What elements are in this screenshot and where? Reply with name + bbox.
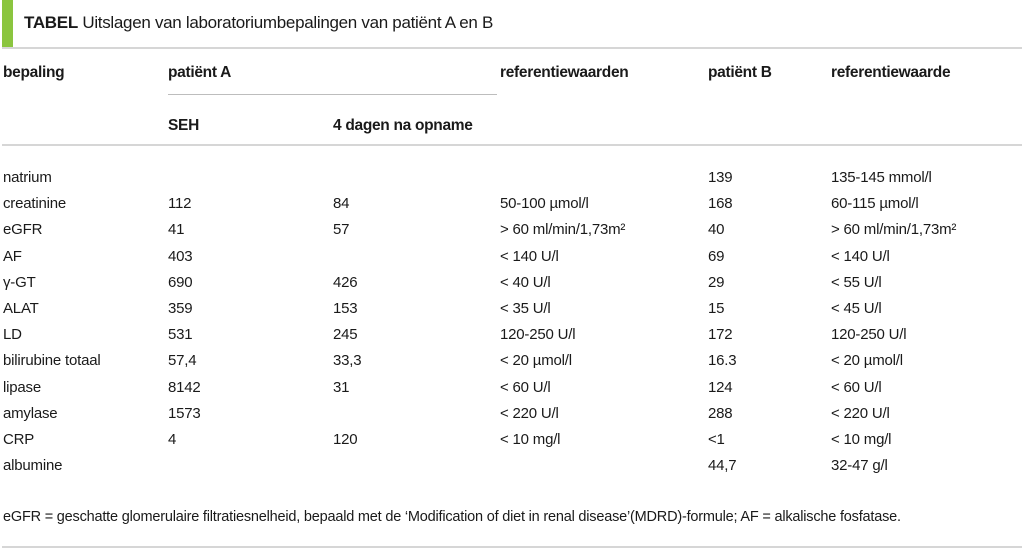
cell-dagen: 57: [333, 221, 350, 239]
cell-dagen: [333, 165, 500, 191]
cell-seh: 8142: [168, 378, 201, 396]
cell-patient-b: <1: [708, 430, 725, 448]
cell-dagen: 153: [333, 299, 358, 317]
cell-dagen: 245: [333, 326, 358, 344]
cell-bepaling: ALAT: [3, 299, 39, 317]
cell-patient-b: 16.3: [708, 352, 737, 370]
cell-ref-a: > 60 ml/min/1,73m²: [500, 221, 626, 239]
cell-ref-a: < 35 U/l: [500, 299, 551, 317]
cell-dagen: 84: [333, 195, 350, 213]
cell-dagen: 120: [333, 430, 358, 448]
divider-header: [2, 144, 1022, 146]
cell-patient-b: 124: [708, 378, 733, 396]
cell-patient-b: 40: [708, 221, 725, 239]
cell-seh: [168, 453, 333, 479]
cell-ref-b: 120-250 U/l: [831, 326, 907, 344]
cell-ref-b: > 60 ml/min/1,73m²: [831, 221, 957, 239]
cell-seh: 4: [168, 430, 177, 448]
cell-seh: 359: [168, 299, 193, 317]
cell-patient-b: 288: [708, 404, 733, 422]
cell-ref-a: < 20 µmol/l: [500, 352, 572, 370]
cell-patient-b: 168: [708, 195, 733, 213]
table-body: natrium 139 135-145 mmol/l creatinine 11…: [3, 165, 1022, 479]
cell-ref-b: < 60 U/l: [831, 378, 882, 396]
cell-dagen: [333, 401, 500, 427]
table-title-tag: TABEL: [24, 13, 78, 32]
cell-ref-a: < 40 U/l: [500, 273, 551, 291]
cell-bepaling: eGFR: [3, 221, 43, 239]
cell-ref-b: 60-115 µmol/l: [831, 195, 919, 213]
cell-ref-a: < 10 mg/l: [500, 430, 561, 448]
cell-ref-a: 50-100 µmol/l: [500, 195, 589, 213]
table-footnote: eGFR = geschatte glomerulaire filtraties…: [3, 509, 901, 525]
cell-ref-a: < 60 U/l: [500, 378, 551, 396]
table-title-text: Uitslagen van laboratoriumbepalingen van…: [82, 13, 494, 32]
column-header-patient-a: patiënt A: [168, 64, 232, 81]
cell-bepaling: lipase: [3, 378, 41, 396]
column-header-patient-b: patiënt B: [708, 64, 772, 81]
cell-ref-a: < 220 U/l: [500, 404, 559, 422]
cell-bepaling: albumine: [3, 457, 63, 475]
cell-ref-b: 32-47 g/l: [831, 457, 888, 475]
cell-seh: 403: [168, 247, 193, 265]
cell-ref-a: 120-250 U/l: [500, 326, 576, 344]
cell-bepaling: AF: [3, 247, 22, 265]
cell-ref-b: < 55 U/l: [831, 273, 882, 291]
cell-patient-b: 172: [708, 326, 733, 344]
cell-bepaling: bilirubine totaal: [3, 352, 101, 370]
cell-bepaling: CRP: [3, 430, 35, 448]
cell-seh: 41: [168, 221, 185, 239]
cell-dagen: 31: [333, 378, 350, 396]
cell-patient-b: 15: [708, 299, 725, 317]
cell-dagen: 33,3: [333, 352, 362, 370]
cell-seh: 112: [168, 195, 192, 213]
cell-ref-a: [500, 453, 708, 479]
cell-ref-b: 135-145 mmol/l: [831, 169, 932, 186]
divider-top: [2, 47, 1022, 49]
subheader-seh: SEH: [168, 117, 199, 134]
cell-seh: 1573: [168, 404, 201, 422]
column-header-bepaling: bepaling: [3, 64, 65, 81]
cell-bepaling: natrium: [3, 169, 52, 186]
cell-ref-b: < 20 µmol/l: [831, 352, 903, 370]
cell-dagen: 426: [333, 273, 358, 291]
cell-bepaling: creatinine: [3, 195, 67, 213]
patient-a-span-underline: [168, 94, 497, 95]
cell-patient-b: 44,7: [708, 457, 737, 475]
column-header-referentiewaarden: referentiewaarden: [500, 64, 629, 81]
cell-ref-a: < 140 U/l: [500, 247, 559, 265]
cell-ref-b: < 10 mg/l: [831, 430, 892, 448]
cell-ref-a: [500, 165, 708, 191]
cell-seh: 690: [168, 273, 193, 291]
column-header-referentiewaarde: referentiewaarde: [831, 64, 951, 81]
cell-ref-b: < 220 U/l: [831, 404, 890, 422]
cell-seh: 57,4: [168, 352, 197, 370]
accent-bar: [2, 0, 13, 47]
cell-patient-b: 69: [708, 247, 725, 265]
cell-patient-b: 139: [708, 169, 733, 186]
cell-seh: 531: [168, 326, 193, 344]
cell-bepaling: LD: [3, 326, 22, 344]
cell-dagen: [333, 453, 500, 479]
cell-bepaling: γ-GT: [3, 273, 36, 291]
cell-ref-b: < 45 U/l: [831, 299, 882, 317]
table-title: TABEL Uitslagen van laboratoriumbepaling…: [24, 13, 493, 33]
divider-bottom: [2, 546, 1022, 548]
subheader-4-dagen-na-opname: 4 dagen na opname: [333, 117, 473, 134]
cell-ref-b: < 140 U/l: [831, 247, 890, 265]
cell-dagen: [333, 244, 500, 270]
cell-patient-b: 29: [708, 273, 725, 291]
cell-bepaling: amylase: [3, 404, 58, 422]
cell-seh: [168, 165, 333, 191]
